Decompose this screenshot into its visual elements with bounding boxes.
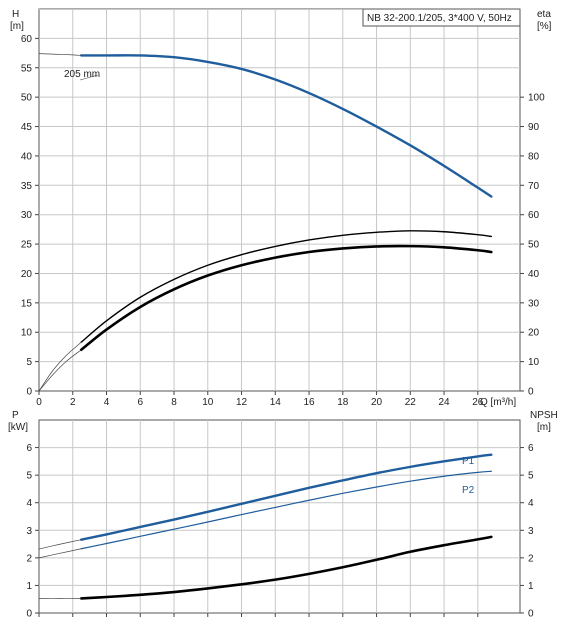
x-tick-label-14: 14	[270, 397, 282, 408]
top-left-tick-label-5: 5	[26, 357, 32, 368]
top-left-tick-label-55: 55	[21, 63, 33, 74]
bottom-right-tick-label-2: 2	[528, 553, 534, 564]
tick-labels: 0 2 4 6 8 10 12 14 16 18 20 22 24 2605101520253035404…	[21, 34, 545, 620]
top-right-axis-name: eta	[537, 9, 551, 20]
bottom-left-axis-name: P	[12, 410, 19, 421]
x-tick-label-0: 0	[36, 397, 42, 408]
top-left-tick-label-25: 25	[21, 240, 33, 251]
series-label-p2: P2	[462, 485, 475, 496]
bottom-series-4-thin-extension	[38, 548, 82, 559]
top-series-0-blue-thick	[79, 54, 493, 198]
x-tick-label-16: 16	[303, 397, 315, 408]
top-series-3-black-thick	[79, 244, 493, 352]
top-left-axis-name: H	[12, 9, 19, 20]
series-label-205-mm: 205 mm	[64, 69, 100, 80]
bottom-right-tick-label-4: 4	[528, 498, 534, 509]
info-box	[362, 8, 521, 27]
top-chart-plot-area	[38, 8, 521, 392]
top-right-tick-label-70: 70	[528, 181, 540, 192]
top-right-axis-unit: [%]	[537, 21, 552, 32]
top-left-axis-unit: [m]	[10, 21, 24, 32]
top-series-2-black-thin	[80, 230, 493, 343]
bottom-left-tick-label-0: 0	[26, 609, 32, 620]
grid-lines	[39, 9, 520, 613]
bottom-series-2-black-thick	[79, 535, 493, 600]
bottom-right-tick-label-6: 6	[528, 443, 534, 454]
top-right-tick-label-20: 20	[528, 328, 540, 339]
top-series-4-thin-extension	[38, 341, 82, 392]
x-tick-label-26: 26	[472, 397, 484, 408]
top-right-tick-label-10: 10	[528, 357, 540, 368]
x-tick-label-24: 24	[438, 397, 450, 408]
bottom-series-1-blue-thin	[80, 470, 492, 550]
bottom-right-tick-label-1: 1	[528, 581, 534, 592]
x-tick-label-2: 2	[70, 397, 76, 408]
top-series-1-thin-extension	[38, 53, 82, 56]
top-right-tick-label-60: 60	[528, 210, 540, 221]
x-tick-label-4: 4	[104, 397, 110, 408]
top-series-5-thin-extension	[38, 349, 82, 392]
bottom-series-3-thin-extension	[38, 539, 82, 550]
bottom-right-axis-unit: [m]	[537, 422, 551, 433]
top-right-tick-label-90: 90	[528, 122, 540, 133]
x-tick-label-18: 18	[337, 397, 349, 408]
x-tick-label-8: 8	[171, 397, 177, 408]
top-left-tick-label-45: 45	[21, 122, 33, 133]
top-left-tick-label-35: 35	[21, 181, 33, 192]
top-right-tick-label-0: 0	[528, 387, 534, 398]
x-axis-unit-label: Q [m³/h]	[480, 397, 516, 408]
bottom-right-tick-label-0: 0	[528, 609, 534, 620]
bottom-left-tick-label-5: 5	[26, 471, 32, 482]
x-tick-label-6: 6	[137, 397, 143, 408]
bottom-right-axis-name: NPSH	[530, 410, 558, 421]
x-tick-label-22: 22	[405, 397, 417, 408]
top-left-tick-label-15: 15	[21, 298, 33, 309]
axis-ticks	[35, 37, 524, 617]
top-right-tick-label-30: 30	[528, 298, 540, 309]
top-left-tick-label-30: 30	[21, 210, 33, 221]
series-label-leader	[79, 74, 99, 81]
top-left-tick-label-10: 10	[21, 328, 33, 339]
top-left-tick-label-20: 20	[21, 269, 33, 280]
bottom-left-axis-unit: [kW]	[8, 422, 28, 433]
top-right-tick-label-80: 80	[528, 151, 540, 162]
top-right-tick-label-100: 100	[528, 93, 545, 104]
curves	[38, 53, 493, 600]
bottom-series-0-blue-thick	[79, 453, 493, 541]
x-tick-label-12: 12	[236, 397, 248, 408]
bottom-left-tick-label-2: 2	[26, 553, 32, 564]
top-left-tick-label-50: 50	[21, 93, 33, 104]
x-tick-label-10: 10	[202, 397, 214, 408]
bottom-chart-plot-area	[38, 419, 521, 614]
series-label-p1: P1	[462, 456, 475, 467]
bottom-left-tick-label-6: 6	[26, 443, 32, 454]
bottom-left-tick-label-4: 4	[26, 498, 32, 509]
bottom-left-tick-label-3: 3	[26, 526, 32, 537]
top-left-tick-label-40: 40	[21, 151, 33, 162]
info-box-text: NB 32-200.1/205, 3*400 V, 50Hz	[367, 13, 512, 24]
bottom-right-tick-label-3: 3	[528, 526, 534, 537]
bottom-left-tick-label-1: 1	[26, 581, 32, 592]
x-tick-label-20: 20	[371, 397, 383, 408]
top-left-tick-label-0: 0	[26, 387, 32, 398]
bottom-right-tick-label-5: 5	[528, 471, 534, 482]
top-right-tick-label-40: 40	[528, 269, 540, 280]
top-right-tick-label-50: 50	[528, 240, 540, 251]
top-left-tick-label-60: 60	[21, 34, 33, 45]
